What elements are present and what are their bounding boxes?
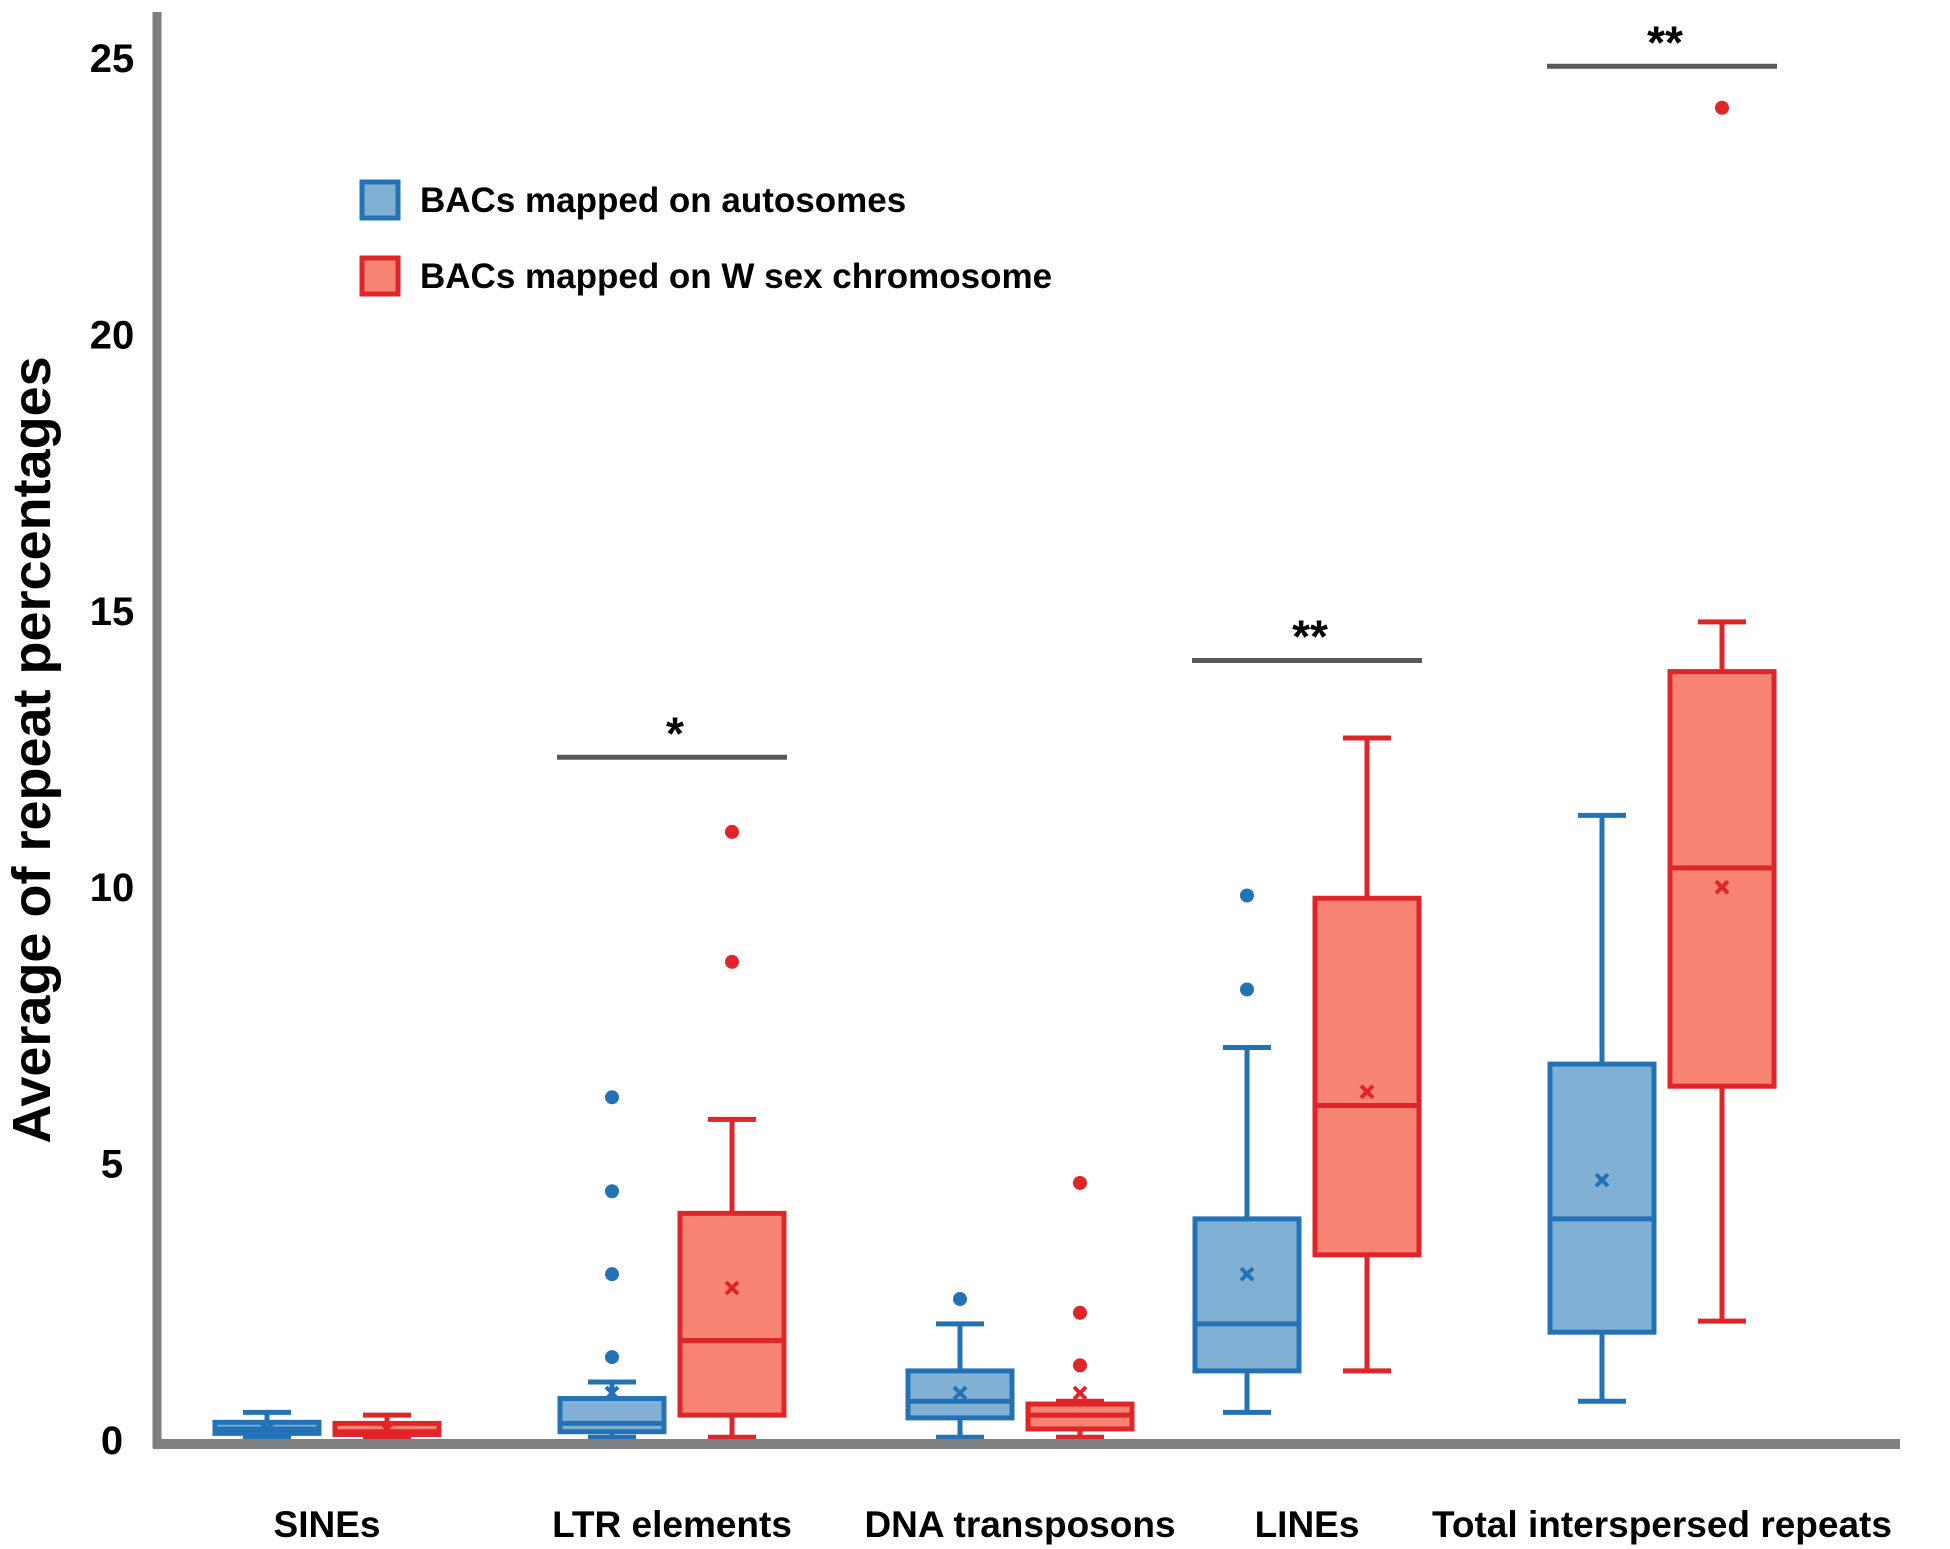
iqr-box [557, 1396, 667, 1435]
box-total-interspersed-repeats-autosomes [1547, 812, 1657, 1404]
x-tick-label-ltr-elements: LTR elements [552, 1504, 792, 1545]
significance-total-interspersed-repeats: ** [1547, 16, 1777, 69]
mean-marker [259, 1421, 275, 1437]
outlier-point [725, 954, 739, 969]
mean-marker [1239, 1266, 1255, 1282]
outlier-point [1073, 1358, 1087, 1373]
significance-lines: ** [1192, 611, 1422, 664]
y-tick-label: 15 [90, 590, 135, 634]
outlier-point [605, 1090, 619, 1105]
x-tick-label-dna-transposons: DNA transposons [864, 1504, 1175, 1545]
mean-marker [952, 1385, 968, 1401]
axes: 0 5 10 15 20 25 Average of repeat percentages S… [2, 12, 1900, 1545]
outlier-point [953, 1292, 967, 1307]
outlier-point [605, 1184, 619, 1199]
x-tick-label-total-interspersed-repeats: Total interspersed repeats [1432, 1504, 1892, 1545]
box-sines-w-chromosome [332, 1412, 442, 1440]
iqr-box [677, 1210, 787, 1418]
outlier-point [1073, 1305, 1087, 1320]
legend-entry-w-chromosome: BACs mapped on W sex chromosome [359, 255, 1052, 297]
x-tick-label-sines: SINEs [274, 1504, 381, 1545]
legend-label: BACs mapped on autosomes [420, 181, 906, 220]
legend-label: BACs mapped on W sex chromosome [420, 257, 1052, 296]
y-tick-label: 25 [90, 37, 135, 81]
series-bacs-mapped-on-autosomes [212, 812, 1657, 1440]
y-tick-label: 10 [90, 866, 135, 910]
mean-marker [379, 1421, 395, 1437]
mean-marker-stroke [1239, 1266, 1255, 1282]
mean-marker-stroke [379, 1421, 395, 1437]
iqr-box [1547, 1061, 1657, 1335]
x-tick-label-lines: LINEs [1255, 1504, 1360, 1545]
box-lines-autosomes [1192, 888, 1302, 1415]
iqr-box [1192, 1216, 1302, 1374]
outlier-point [605, 1267, 619, 1282]
mean-marker-stroke [604, 1385, 620, 1401]
mean-marker [1594, 1172, 1610, 1188]
box-ltr-elements-autosomes [557, 1090, 667, 1440]
significance-markers: ***** [557, 16, 1777, 760]
legend-entry-autosomes: BACs mapped on autosomes [359, 179, 906, 221]
mean-marker-stroke [259, 1421, 275, 1437]
box-sines-autosomes [212, 1409, 322, 1440]
outlier-point [1240, 888, 1254, 903]
y-tick-label: 20 [90, 313, 135, 357]
outlier-point [725, 824, 739, 839]
y-axis-label: Average of repeat percentages [2, 356, 62, 1143]
mean-marker-stroke [952, 1385, 968, 1401]
significance-ltr-elements: * [557, 707, 787, 760]
legend: BACs mapped on autosomes BACs mapped on W… [359, 179, 1052, 297]
significance-label: ** [1292, 611, 1328, 663]
legend-swatch [359, 255, 401, 297]
significance-label: * [666, 707, 684, 759]
box-series [212, 100, 1777, 1440]
box-dna-transposons-autosomes [905, 1292, 1015, 1440]
outlier-point [605, 1350, 619, 1365]
iqr-box [1667, 669, 1777, 1089]
mean-marker-stroke [724, 1280, 740, 1296]
y-tick-label: 5 [101, 1143, 123, 1187]
series-bacs-mapped-on-w-sex-chromosome [332, 100, 1777, 1440]
mean-marker [604, 1385, 620, 1401]
mean-marker-stroke [1594, 1172, 1610, 1188]
iqr-box [1312, 895, 1422, 1258]
box-total-interspersed-repeats-w-chromosome [1667, 100, 1777, 1324]
y-tick-label: 0 [101, 1419, 123, 1463]
box-ltr-elements-w-chromosome [677, 824, 787, 1440]
mean-marker [1359, 1084, 1375, 1100]
legend-swatch [359, 179, 401, 221]
outlier-point [1715, 100, 1729, 115]
mean-marker-stroke [1359, 1084, 1375, 1100]
box-dna-transposons-w-chromosome [1025, 1175, 1135, 1440]
mean-marker [1072, 1385, 1088, 1401]
outlier-point [1073, 1175, 1087, 1190]
mean-marker-stroke [1072, 1385, 1088, 1401]
mean-marker-stroke [1714, 879, 1730, 895]
mean-marker [1714, 879, 1730, 895]
significance-label: ** [1647, 16, 1683, 68]
mean-marker [724, 1280, 740, 1296]
box-lines-w-chromosome [1312, 735, 1422, 1374]
outlier-point [1240, 982, 1254, 997]
